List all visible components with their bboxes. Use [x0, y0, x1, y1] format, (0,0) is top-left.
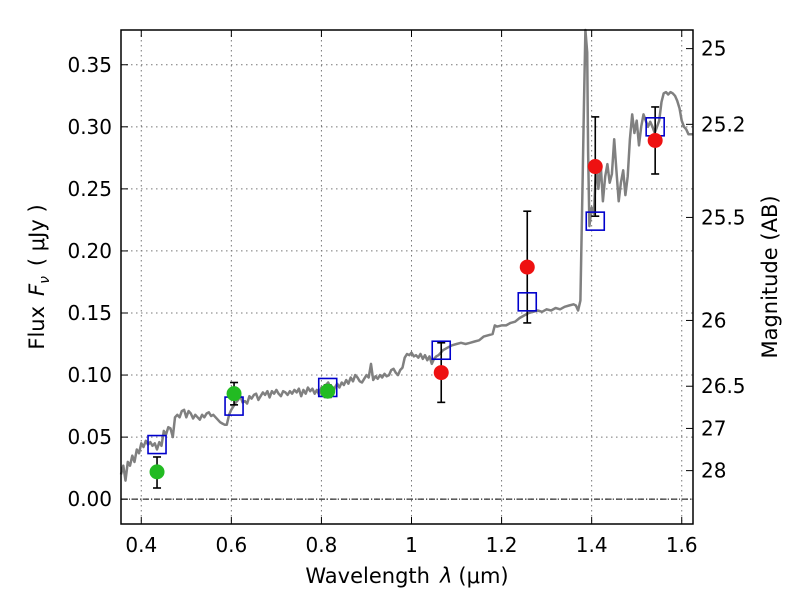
model-spectrum-line [119, 28, 693, 482]
y-tick-label: 0.05 [67, 425, 112, 449]
magnitude-tick-label: 25 [701, 37, 726, 61]
x-tick-label: 1 [405, 533, 418, 557]
model-point-marker [517, 292, 538, 312]
optical-point [149, 464, 165, 480]
model-point-marker [431, 340, 452, 361]
y-tick-label: 0.15 [67, 301, 112, 325]
y-tick-label: 0.00 [67, 487, 112, 511]
y-tick-label: 0.35 [67, 53, 112, 77]
nir-point [433, 365, 449, 381]
model-point-layer [147, 117, 665, 455]
x-tick-label: 0.4 [125, 533, 157, 557]
x-tick-label: 1.2 [486, 533, 518, 557]
x-axis-label: Wavelength λ (μm) [305, 564, 508, 588]
nir-point [519, 259, 535, 275]
x-tick-label: 1.4 [576, 533, 608, 557]
x-tick-label: 0.6 [215, 533, 247, 557]
magnitude-tick-label: 25.5 [701, 205, 746, 229]
magnitude-axis-label: Magnitude (AB) [758, 195, 782, 358]
x-tick-label: 1.6 [666, 533, 698, 557]
y-tick-label: 0.25 [67, 177, 112, 201]
magnitude-tick-label: 26.5 [701, 374, 746, 398]
plot-frame [120, 29, 694, 525]
nir-point [647, 132, 663, 148]
tick-layer: 0.4 0.6 0.8 1 1.2 1.4 1.6 0.00 0.05 0.10 0.15 0.20 0… [67, 30, 746, 557]
model-point-marker [585, 211, 606, 231]
y-tick-label: 0.20 [67, 239, 112, 263]
data-point-layer [149, 132, 663, 480]
grid-layer [121, 30, 693, 524]
y-tick-label: 0.30 [67, 115, 112, 139]
magnitude-tick-label: 26 [701, 308, 726, 332]
model-point-marker [147, 434, 167, 455]
optical-point [320, 383, 336, 399]
x-tick-label: 0.8 [306, 533, 338, 557]
y-tick-label: 0.10 [67, 363, 112, 387]
y-axis-label: FluxFν( μJy ) [25, 204, 53, 349]
magnitude-tick-label: 25.2 [701, 112, 746, 136]
magnitude-tick-label: 28 [701, 459, 726, 483]
magnitude-tick-label: 27 [701, 416, 726, 440]
nir-point [587, 159, 603, 175]
optical-point [226, 386, 242, 402]
